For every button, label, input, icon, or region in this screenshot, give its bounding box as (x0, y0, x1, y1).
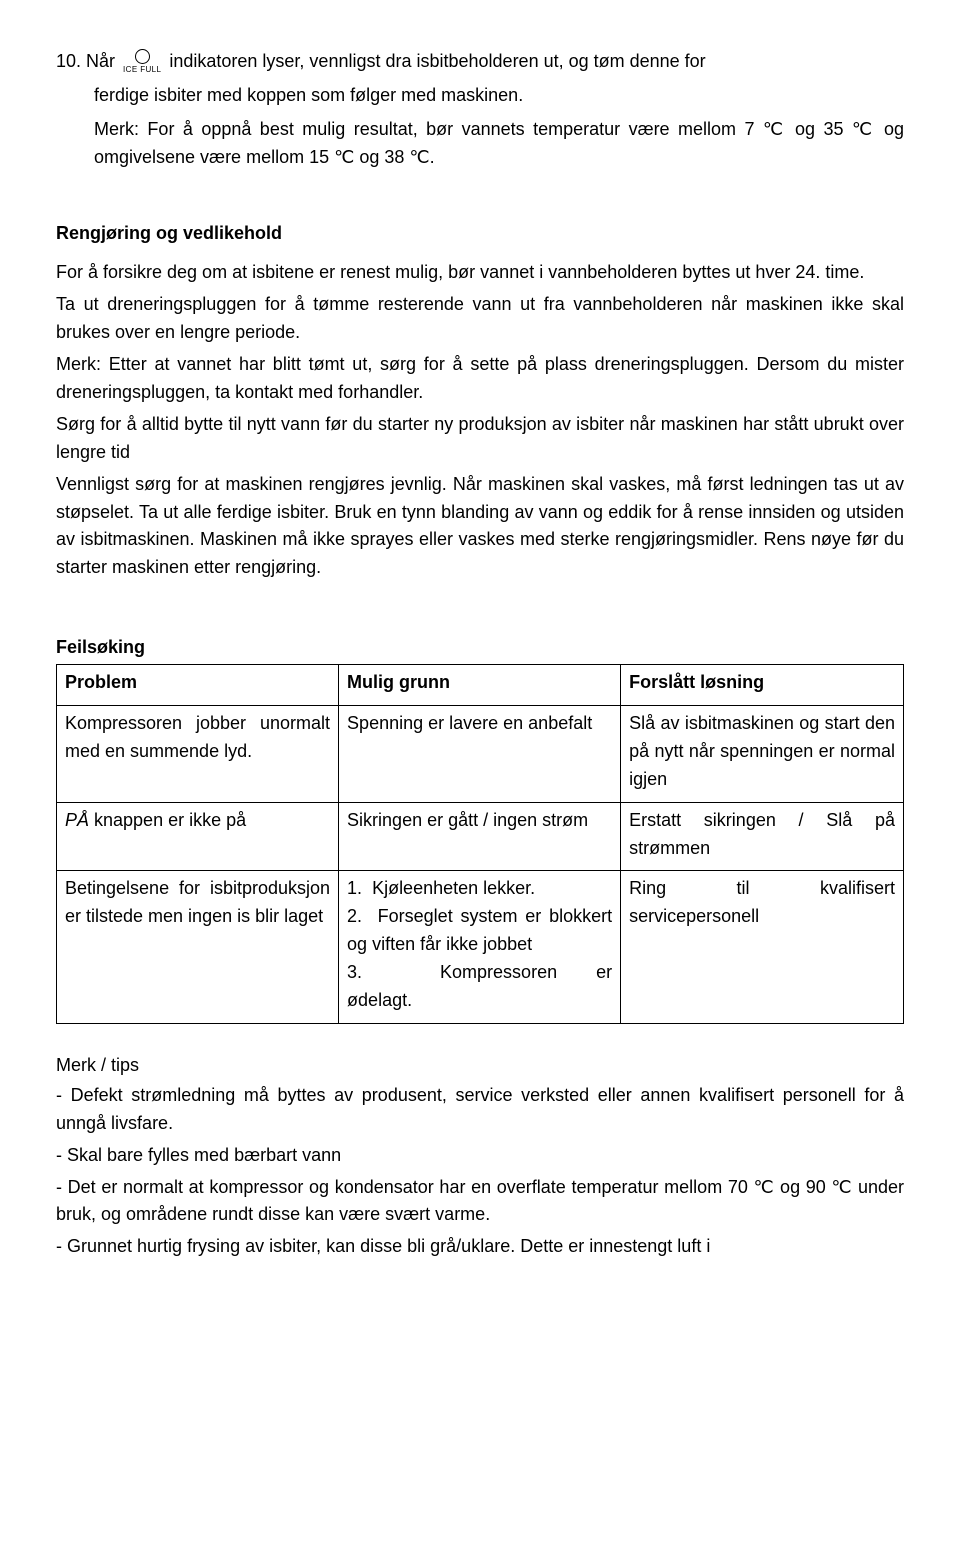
solution-3-w1: Ring (629, 878, 666, 898)
tips-item-2: - Skal bare fylles med bærbart vann (56, 1142, 904, 1170)
table-row: Betingelsene for isbitproduksjon er tils… (57, 871, 904, 1023)
cleaning-heading: Rengjøring og vedlikehold (56, 220, 904, 248)
step-10-prefix: 10. Når (56, 48, 115, 76)
cause-3-item-3c: ødelagt. (347, 987, 612, 1015)
table-cell-cause-3: 1. Kjøleenheten lekker. 2. Forseglet sys… (339, 871, 621, 1023)
cleaning-p2: Ta ut dreneringspluggen for å tømme rest… (56, 291, 904, 347)
cleaning-p3: Merk: Etter at vannet har blitt tømt ut,… (56, 351, 904, 407)
solution-3-w3: kvalifisert (820, 878, 895, 898)
step-10-note: Merk: For å oppnå best mulig resultat, b… (56, 116, 904, 172)
table-header-cause: Mulig grunn (339, 665, 621, 706)
cause-3-item-2: Forseglet system er blokkert og viften f… (347, 906, 612, 954)
solution-3-w2: til (737, 878, 750, 898)
tips-heading: Merk / tips (56, 1052, 904, 1080)
on-button-rest: knappen er ikke på (89, 810, 246, 830)
table-cell-cause-1: Spenning er lavere en anbefalt (339, 706, 621, 803)
tips-item-1: - Defekt strømledning må byttes av produ… (56, 1082, 904, 1138)
troubleshooting-heading: Feilsøking (56, 634, 904, 662)
cleaning-p5: Vennligst sørg for at maskinen rengjøres… (56, 471, 904, 583)
table-header-solution: Forslått løsning (621, 665, 904, 706)
table-cell-solution-3: Ring til kvalifisert servicepersonell (621, 871, 904, 1023)
table-cell-problem-2: PÅ knappen er ikke på (57, 802, 339, 871)
on-button-label: PÅ (65, 810, 89, 830)
table-cell-problem-3: Betingelsene for isbitproduksjon er tils… (57, 871, 339, 1023)
cause-3-item-3a: Kompressoren (440, 962, 557, 982)
solution-3-w4: servicepersonell (629, 903, 895, 931)
cause-3-item-3b: er (596, 962, 612, 982)
troubleshooting-table: Problem Mulig grunn Forslått løsning Kom… (56, 664, 904, 1024)
ice-full-icon: ICE FULL (123, 49, 161, 74)
table-header-problem: Problem (57, 665, 339, 706)
ice-full-icon-label: ICE FULL (123, 66, 161, 74)
table-header-row: Problem Mulig grunn Forslått løsning (57, 665, 904, 706)
table-cell-problem-1: Kompressoren jobber unormalt med en summ… (57, 706, 339, 803)
table-cell-solution-1: Slå av isbitmaskinen og start den på nyt… (621, 706, 904, 803)
step-10-line2: ferdige isbiter med koppen som følger me… (56, 82, 904, 110)
table-row: PÅ knappen er ikke på Sikringen er gått … (57, 802, 904, 871)
cause-3-item-1: Kjøleenheten lekker. (372, 878, 535, 898)
cleaning-p4: Sørg for å alltid bytte til nytt vann fø… (56, 411, 904, 467)
tips-block: Merk / tips - Defekt strømledning må byt… (56, 1052, 904, 1261)
table-row: Kompressoren jobber unormalt med en summ… (57, 706, 904, 803)
cleaning-p1: For å forsikre deg om at isbitene er ren… (56, 259, 904, 287)
tips-item-4: - Grunnet hurtig frysing av isbiter, kan… (56, 1233, 904, 1261)
tips-item-3: - Det er normalt at kompressor og konden… (56, 1174, 904, 1230)
table-cell-solution-2: Erstatt sikringen / Slå på strømmen (621, 802, 904, 871)
step-10-line1: 10. Når ICE FULL indikatoren lyser, venn… (56, 48, 904, 76)
step-10-line1-tail: indikatoren lyser, vennligst dra isbitbe… (169, 48, 705, 76)
table-cell-cause-2: Sikringen er gått / ingen strøm (339, 802, 621, 871)
step-10-block: 10. Når ICE FULL indikatoren lyser, venn… (56, 48, 904, 172)
